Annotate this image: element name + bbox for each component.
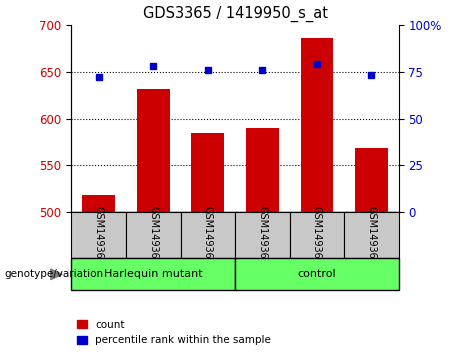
Bar	[290, 212, 344, 258]
Bar	[355, 148, 388, 212]
Bar	[71, 212, 126, 258]
Text: GSM149364: GSM149364	[312, 206, 322, 265]
Text: genotype/variation: genotype/variation	[5, 269, 104, 279]
Bar	[71, 258, 235, 290]
Bar	[246, 128, 279, 212]
Text: GSM149361: GSM149361	[148, 206, 158, 265]
Bar	[83, 195, 115, 212]
Bar	[344, 212, 399, 258]
Bar	[126, 212, 181, 258]
Text: GSM149363: GSM149363	[257, 206, 267, 265]
Text: GSM149365: GSM149365	[366, 206, 377, 265]
Bar	[301, 38, 333, 212]
Bar	[191, 133, 224, 212]
Polygon shape	[51, 269, 62, 280]
Legend: count, percentile rank within the sample: count, percentile rank within the sample	[77, 320, 271, 345]
Text: GSM149360: GSM149360	[94, 206, 104, 265]
Bar	[235, 258, 399, 290]
Text: GSM149362: GSM149362	[203, 206, 213, 265]
Title: GDS3365 / 1419950_s_at: GDS3365 / 1419950_s_at	[142, 6, 328, 22]
Bar	[181, 212, 235, 258]
Bar	[137, 88, 170, 212]
Bar	[235, 212, 290, 258]
Text: Harlequin mutant: Harlequin mutant	[104, 269, 202, 279]
Text: control: control	[298, 269, 336, 279]
